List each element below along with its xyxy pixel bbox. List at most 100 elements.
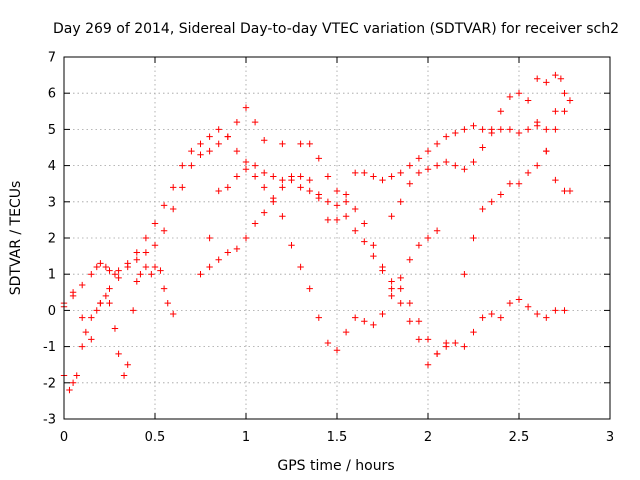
data-point: [443, 158, 450, 166]
data-point: [506, 299, 514, 307]
data-point: [324, 173, 332, 180]
data-point: [124, 361, 131, 368]
data-point: [561, 307, 568, 314]
data-point: [470, 158, 477, 166]
data-point: [315, 314, 322, 321]
data-point: [424, 361, 432, 368]
data-point: [415, 336, 423, 343]
data-point: [561, 187, 568, 195]
data-point: [379, 310, 386, 318]
data-point: [93, 263, 100, 271]
data-point: [534, 75, 541, 82]
data-point: [479, 205, 486, 213]
data-point: [543, 79, 550, 86]
data-point: [361, 220, 368, 227]
data-point: [443, 339, 450, 347]
data-point: [88, 271, 95, 278]
data-point: [433, 140, 441, 148]
data-point: [552, 307, 559, 314]
data-point: [324, 198, 332, 205]
data-point: [433, 350, 441, 358]
data-point: [261, 169, 268, 177]
data-point: [488, 310, 495, 318]
data-point: [88, 314, 95, 321]
data-point: [524, 126, 532, 133]
data-point: [433, 162, 441, 169]
data-point: [188, 147, 195, 155]
plot-frame: [63, 56, 611, 420]
y-axis-label: SDTVAR / TECUs: [8, 181, 24, 296]
data-point: [461, 271, 468, 278]
data-point: [524, 97, 532, 104]
data-point: [342, 328, 350, 336]
data-point: [133, 249, 140, 256]
data-point: [297, 140, 304, 148]
y-tick-labels: -3 -2 -1 0 1 2 3 4 5 6 7: [43, 51, 56, 428]
data-point: [552, 71, 559, 79]
data-point: [424, 234, 432, 242]
data-point: [261, 184, 268, 191]
data-point: [179, 162, 186, 169]
data-point: [515, 129, 523, 137]
x-tick-label: 2: [424, 430, 432, 445]
data-point: [66, 386, 73, 394]
data-point: [233, 173, 241, 180]
series-arc4: [197, 176, 450, 358]
data-point: [142, 234, 150, 242]
data-point: [206, 147, 213, 155]
data-point: [106, 267, 113, 274]
data-point: [479, 314, 486, 321]
data-point: [470, 328, 477, 336]
data-point: [388, 213, 395, 220]
data-point: [270, 173, 277, 180]
data-point: [543, 147, 550, 155]
data-point: [69, 379, 77, 386]
data-point: [370, 252, 377, 260]
data-point: [561, 108, 568, 115]
data-point: [79, 343, 86, 350]
data-point: [197, 271, 204, 278]
data-point: [69, 289, 77, 296]
data-point: [388, 292, 395, 300]
data-point: [160, 227, 168, 234]
data-point: [370, 173, 377, 180]
data-point: [479, 126, 486, 133]
x-tick-label: 1: [242, 430, 250, 445]
data-point: [415, 318, 423, 325]
data-point: [170, 205, 177, 213]
data-point: [251, 220, 259, 227]
data-point: [206, 234, 213, 242]
data-point: [534, 118, 541, 126]
data-point: [242, 158, 250, 166]
data-point: [170, 184, 177, 191]
data-point: [497, 126, 504, 133]
data-point: [88, 336, 95, 343]
y-tick-label: 6: [48, 87, 56, 102]
data-point: [352, 227, 359, 234]
data-point: [352, 169, 359, 177]
x-tick-label: 3: [606, 430, 614, 445]
data-point: [197, 151, 204, 158]
data-point: [361, 238, 368, 245]
data-point: [333, 187, 341, 195]
data-point: [452, 129, 459, 137]
data-point: [388, 173, 395, 180]
data-point: [557, 75, 565, 82]
data-point: [415, 155, 423, 162]
data-point: [406, 318, 413, 325]
data-point: [188, 162, 195, 169]
data-point: [170, 310, 177, 318]
data-point: [261, 137, 268, 144]
data-point: [148, 271, 155, 278]
data-point: [342, 213, 350, 220]
data-point: [151, 242, 159, 249]
data-point: [461, 343, 468, 350]
data-point: [306, 176, 313, 184]
data-point: [515, 90, 523, 97]
data-point: [215, 126, 222, 133]
data-point: [543, 314, 550, 321]
data-point: [424, 336, 432, 343]
data-point: [488, 198, 495, 205]
data-point: [333, 347, 341, 354]
y-tick-label: 3: [48, 195, 56, 210]
